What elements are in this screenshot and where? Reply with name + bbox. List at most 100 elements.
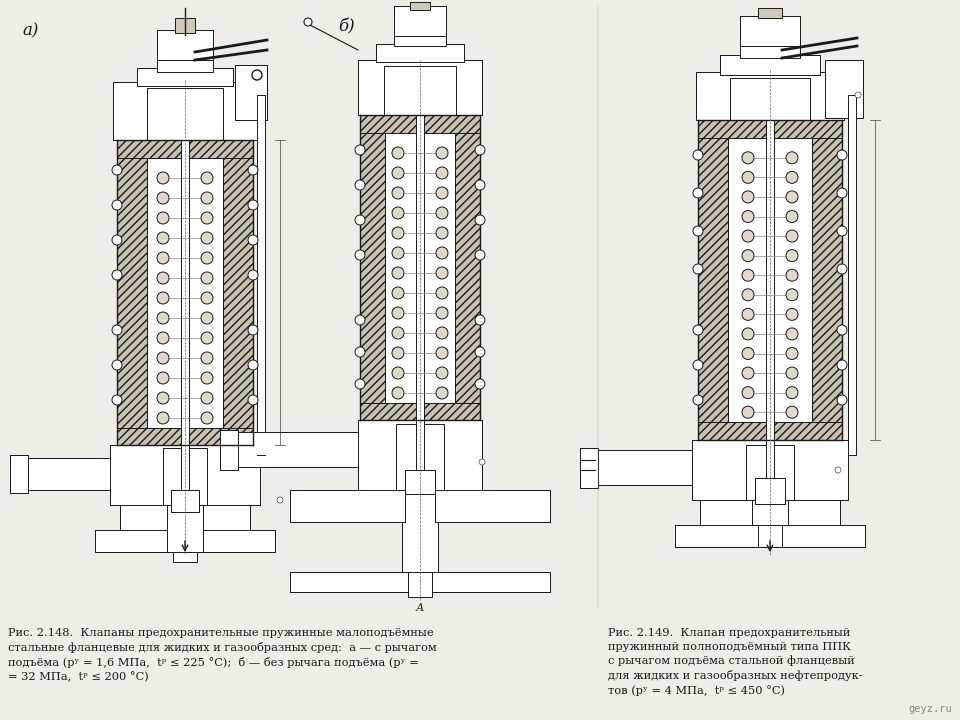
Circle shape	[475, 347, 485, 357]
Circle shape	[693, 395, 703, 405]
Bar	[157, 30, 213, 60]
Circle shape	[304, 18, 312, 26]
Bar	[358, 60, 482, 115]
Bar	[758, 482, 782, 504]
Bar	[396, 424, 444, 490]
Bar	[25, 458, 110, 490]
Bar	[675, 525, 865, 547]
Circle shape	[157, 292, 169, 304]
Bar	[181, 140, 189, 505]
Bar	[740, 16, 800, 46]
Bar	[117, 428, 253, 445]
Bar	[110, 445, 260, 505]
Circle shape	[786, 191, 798, 203]
Circle shape	[112, 270, 122, 280]
Circle shape	[786, 328, 798, 340]
Circle shape	[157, 272, 169, 284]
Circle shape	[392, 387, 404, 399]
Circle shape	[157, 332, 169, 344]
Bar	[384, 66, 456, 115]
Circle shape	[786, 387, 798, 399]
Circle shape	[475, 145, 485, 155]
Bar	[290, 490, 405, 522]
Bar	[163, 448, 207, 505]
Circle shape	[693, 325, 703, 335]
Circle shape	[479, 459, 485, 465]
Circle shape	[112, 395, 122, 405]
Circle shape	[742, 210, 754, 222]
Bar	[171, 490, 199, 512]
Circle shape	[436, 387, 448, 399]
Bar	[410, 2, 430, 10]
Bar	[580, 448, 598, 488]
Bar	[720, 55, 820, 75]
Circle shape	[436, 347, 448, 359]
Bar	[113, 82, 257, 140]
Circle shape	[277, 497, 283, 503]
Circle shape	[742, 308, 754, 320]
Circle shape	[742, 191, 754, 203]
Circle shape	[693, 188, 703, 198]
Circle shape	[201, 252, 213, 264]
Circle shape	[201, 332, 213, 344]
Circle shape	[436, 207, 448, 219]
Circle shape	[355, 250, 365, 260]
Circle shape	[392, 347, 404, 359]
Circle shape	[742, 230, 754, 242]
Circle shape	[742, 289, 754, 301]
Circle shape	[355, 145, 365, 155]
Bar	[10, 455, 28, 493]
Circle shape	[436, 287, 448, 299]
Circle shape	[157, 372, 169, 384]
Bar	[257, 95, 265, 455]
Circle shape	[786, 171, 798, 184]
Circle shape	[201, 292, 213, 304]
Circle shape	[742, 367, 754, 379]
Circle shape	[157, 232, 169, 244]
Circle shape	[157, 312, 169, 324]
Bar	[137, 68, 233, 86]
Bar	[405, 470, 435, 494]
Circle shape	[392, 367, 404, 379]
Bar	[360, 403, 480, 420]
Circle shape	[201, 352, 213, 364]
Circle shape	[837, 150, 847, 160]
Bar	[766, 120, 774, 500]
Circle shape	[837, 264, 847, 274]
Circle shape	[742, 269, 754, 282]
Bar	[147, 88, 223, 140]
Bar	[825, 60, 863, 118]
Circle shape	[248, 325, 258, 335]
Circle shape	[436, 247, 448, 259]
Circle shape	[248, 395, 258, 405]
Circle shape	[475, 315, 485, 325]
Text: А: А	[416, 603, 424, 613]
Circle shape	[436, 147, 448, 159]
Circle shape	[786, 308, 798, 320]
Bar	[746, 445, 794, 500]
Bar	[167, 505, 203, 552]
Circle shape	[742, 328, 754, 340]
Bar	[848, 95, 856, 455]
Bar	[758, 8, 782, 18]
Bar	[290, 490, 405, 522]
Bar	[360, 115, 385, 420]
Bar	[157, 60, 213, 72]
Bar	[137, 68, 233, 86]
Circle shape	[112, 235, 122, 245]
Bar	[117, 140, 253, 158]
Circle shape	[837, 226, 847, 236]
Circle shape	[157, 352, 169, 364]
Bar	[358, 60, 482, 115]
Bar	[455, 115, 480, 420]
Circle shape	[392, 307, 404, 319]
Bar	[290, 572, 550, 592]
Circle shape	[693, 150, 703, 160]
Circle shape	[475, 379, 485, 389]
Bar	[755, 478, 785, 504]
Circle shape	[835, 467, 841, 473]
Bar	[171, 490, 199, 512]
Circle shape	[855, 92, 861, 98]
Bar	[580, 448, 598, 488]
Circle shape	[436, 167, 448, 179]
